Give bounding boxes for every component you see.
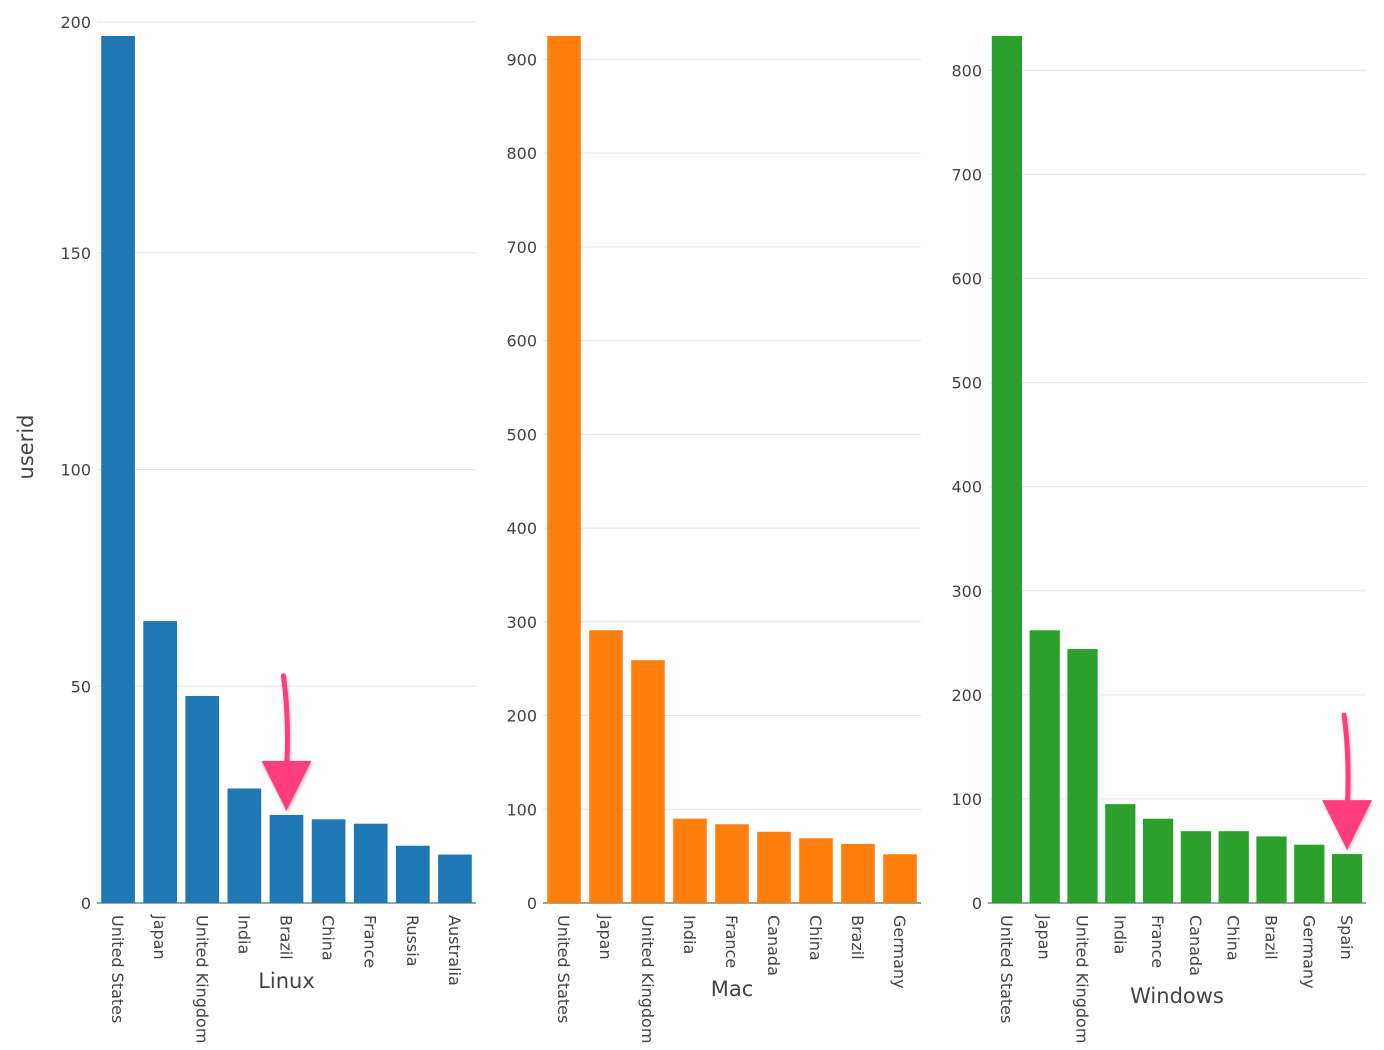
x-tick-label-united-kingdom: United Kingdom [638,915,657,1043]
y-tick-label: 500 [951,374,982,393]
y-tick-label: 200 [60,13,91,32]
x-tick-label-united-kingdom: United Kingdom [1073,915,1092,1043]
x-tick-label-united-states: United States [554,915,573,1023]
bar-germany[interactable] [883,854,917,903]
x-tick-label-china: China [319,915,338,961]
x-axis-title-mac: Mac [711,977,754,1001]
x-tick-label-brazil: Brazil [1262,915,1281,960]
bar-japan[interactable] [589,630,623,903]
x-tick-label-india: India [234,915,253,954]
annotation-arrow-icon [261,673,312,811]
x-tick-label-japan: Japan [1035,914,1054,960]
y-tick-label: 900 [506,50,537,69]
bar-china[interactable] [799,838,833,903]
bar-united-kingdom[interactable] [185,695,220,903]
x-axis-title-linux: Linux [258,969,315,993]
bar-france[interactable] [1142,818,1174,903]
x-tick-label-russia: Russia [403,915,422,966]
bar-germany[interactable] [1294,844,1325,903]
y-tick-label: 700 [951,165,982,184]
bar-china[interactable] [1218,831,1249,903]
x-tick-label-spain: Spain [1337,915,1356,960]
bar-japan[interactable] [143,621,178,903]
y-tick-label: 300 [951,582,982,601]
x-axis-title-windows: Windows [1130,984,1224,1008]
x-tick-label-france: France [722,915,741,968]
bar-united-states[interactable] [547,36,581,903]
x-tick-label-canada: Canada [1186,915,1205,976]
x-tick-label-france: France [1148,915,1167,968]
bar-india[interactable] [1105,804,1136,903]
y-tick-label: 700 [506,238,537,257]
bar-india[interactable] [673,818,707,903]
y-tick-label: 400 [951,478,982,497]
bar-russia[interactable] [395,845,430,903]
y-tick-label: 150 [60,244,91,263]
x-tick-label-australia: Australia [445,915,464,986]
bar-japan[interactable] [1029,630,1060,903]
bar-united-states[interactable] [991,36,1023,903]
y-tick-label: 800 [506,144,537,163]
x-tick-label-brazil: Brazil [277,915,296,960]
bar-canada[interactable] [757,831,791,903]
linux-panel: 0 50 100 150 200 United States Japan United Kin… [60,13,476,1043]
x-tick-label-japan: Japan [596,914,615,960]
bar-brazil[interactable] [269,814,304,903]
y-tick-label: 200 [951,686,982,705]
bar-brazil[interactable] [841,843,875,903]
x-tick-label-japan: Japan [150,914,169,960]
x-tick-label-united-states: United States [108,915,127,1023]
y-tick-label: 600 [951,270,982,289]
bar-united-kingdom[interactable] [631,660,665,903]
y-tick-label: 100 [506,800,537,819]
y-axis-title: userid [14,415,38,480]
bar-brazil[interactable] [1256,836,1287,903]
bar-france[interactable] [715,824,749,903]
x-tick-label-india: India [1110,915,1129,954]
x-tick-label-germany: Germany [1299,915,1318,989]
y-tick-label: 400 [506,519,537,538]
bar-united-kingdom[interactable] [1067,649,1098,903]
y-tick-label: 50 [71,677,91,696]
y-tick-label: 600 [506,332,537,351]
x-tick-label-china: China [1224,915,1243,961]
mac-panel: 0 100 200 300 400 500 600 700 800 900 United State… [506,36,921,1043]
y-tick-label: 100 [951,790,982,809]
y-tick-label: 0 [527,894,537,913]
bar-india[interactable] [227,788,262,903]
x-tick-label-france: France [361,915,380,968]
x-tick-label-india: India [680,915,699,954]
y-tick-label: 100 [60,461,91,480]
annotation-arrow-icon [1322,712,1373,851]
x-tick-label-brazil: Brazil [848,915,867,960]
windows-panel: 0 100 200 300 400 500 600 700 800 United States Ja… [951,36,1373,1043]
y-tick-label: 500 [506,425,537,444]
bar-france[interactable] [353,823,388,903]
bar-united-states[interactable] [101,36,135,903]
x-tick-label-united-kingdom: United Kingdom [192,915,211,1043]
bar-canada[interactable] [1180,831,1212,903]
x-tick-label-germany: Germany [890,915,909,989]
y-tick-label: 200 [506,707,537,726]
x-tick-label-united-states: United States [997,915,1016,1023]
y-tick-label: 0 [81,894,91,913]
y-tick-label: 800 [951,61,982,80]
bar-spain[interactable] [1331,854,1363,903]
bar-australia[interactable] [438,854,472,903]
x-tick-label-china: China [806,915,825,961]
y-tick-label: 300 [506,613,537,632]
y-tick-label: 0 [972,894,982,913]
x-tick-label-canada: Canada [764,915,783,976]
bar-china[interactable] [311,819,346,903]
